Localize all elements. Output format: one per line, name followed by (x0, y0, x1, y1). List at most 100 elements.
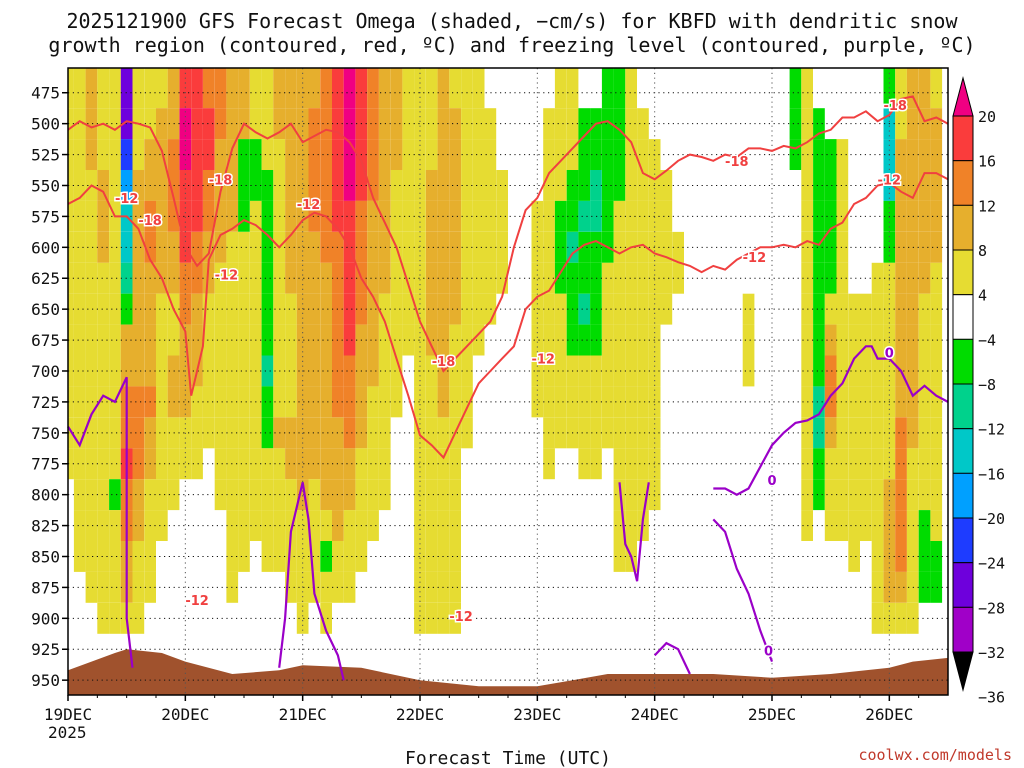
freezing-contour (618, 482, 650, 582)
omega-cell (813, 417, 825, 449)
omega-cell (167, 170, 180, 201)
omega-cell (895, 541, 907, 572)
colorbar-top-arrow (952, 76, 974, 117)
omega-cell (156, 355, 168, 387)
omega-cell (296, 170, 309, 201)
omega-cell (308, 200, 321, 232)
omega-cell (285, 479, 297, 511)
omega-cell (261, 293, 274, 325)
omega-cell (531, 262, 544, 294)
omega-cell (132, 231, 145, 263)
omega-cell (801, 324, 813, 356)
omega-cell (68, 293, 74, 325)
omega-cell (261, 479, 274, 511)
omega-cell (824, 200, 837, 232)
omega-cell (367, 355, 379, 387)
omega-cell (202, 231, 215, 263)
omega-cell (625, 479, 637, 511)
omega-cell (273, 139, 285, 170)
omega-cell (601, 200, 614, 232)
credit-link[interactable]: coolwx.com/models (858, 746, 1012, 764)
omega-cell (261, 139, 274, 170)
omega-cell (202, 262, 215, 294)
omega-cell (343, 355, 356, 387)
omega-cell (367, 170, 379, 201)
omega-cell (378, 139, 391, 170)
omega-cell (425, 448, 438, 480)
omega-cell (355, 68, 368, 109)
omega-cell (296, 231, 309, 263)
omega-cell (414, 510, 426, 541)
omega-cell (871, 479, 884, 511)
omega-cell (85, 231, 98, 263)
omega-cell (425, 386, 438, 418)
omega-cell (637, 386, 649, 418)
omega-cell (578, 139, 591, 170)
omega-cell (238, 262, 250, 294)
omega-cell (836, 417, 849, 449)
y-tick-label: 750 (31, 424, 60, 443)
omega-cell (637, 324, 649, 356)
omega-cell (320, 571, 332, 603)
omega-cell (414, 231, 426, 263)
omega-cell (167, 479, 180, 511)
omega-cell (202, 200, 215, 232)
omega-cell (97, 231, 109, 263)
omega-cell (296, 602, 309, 634)
colorbar-box (952, 517, 974, 564)
omega-cell (109, 571, 121, 603)
omega-cell (449, 510, 461, 541)
omega-cell (308, 417, 321, 449)
omega-cell (590, 262, 602, 294)
omega-cell (918, 293, 931, 325)
omega-cell (918, 231, 931, 263)
omega-cell (320, 139, 332, 170)
omega-cell (343, 139, 356, 170)
omega-cell (109, 448, 121, 480)
omega-cell (449, 541, 461, 572)
omega-cell (613, 479, 626, 511)
omega-cell (109, 417, 121, 449)
omega-cell (637, 108, 649, 140)
omega-cell (132, 448, 145, 480)
omega-cell (285, 355, 297, 387)
omega-cell (578, 262, 591, 294)
omega-cell (109, 355, 121, 387)
omega-cell (813, 448, 825, 480)
omega-cell (390, 386, 403, 418)
omega-cell (895, 479, 907, 511)
omega-cell (214, 324, 227, 356)
contour-lines (67, 95, 949, 681)
omega-cell (402, 262, 415, 294)
omega-cell (895, 68, 907, 109)
omega-cell (414, 324, 426, 356)
x-axis-title: Forecast Time (UTC) (405, 748, 611, 768)
omega-cell (320, 324, 332, 356)
omega-cell (261, 231, 274, 263)
omega-cell (660, 262, 673, 294)
omega-cell (167, 324, 180, 356)
omega-cell (73, 448, 86, 480)
y-tick-label: 525 (31, 146, 60, 165)
omega-cell (378, 170, 391, 201)
omega-cell (308, 355, 321, 387)
omega-cell (449, 571, 461, 603)
omega-cell (214, 448, 227, 480)
omega-cell (906, 510, 919, 541)
omega-cell (68, 108, 74, 140)
omega-cell (109, 262, 121, 294)
omega-cell (214, 170, 227, 201)
omega-cell (625, 448, 637, 480)
omega-cell (660, 293, 673, 325)
omega-cell (261, 68, 274, 109)
omega-cell (109, 602, 121, 634)
omega-cell (824, 510, 837, 541)
omega-cell (449, 170, 461, 201)
omega-cell (848, 541, 860, 572)
omega-cell (97, 68, 109, 109)
omega-cell (343, 170, 356, 201)
omega-cell (824, 355, 837, 387)
omega-cell (68, 262, 74, 294)
omega-cell (848, 448, 860, 480)
omega-cell (625, 417, 637, 449)
